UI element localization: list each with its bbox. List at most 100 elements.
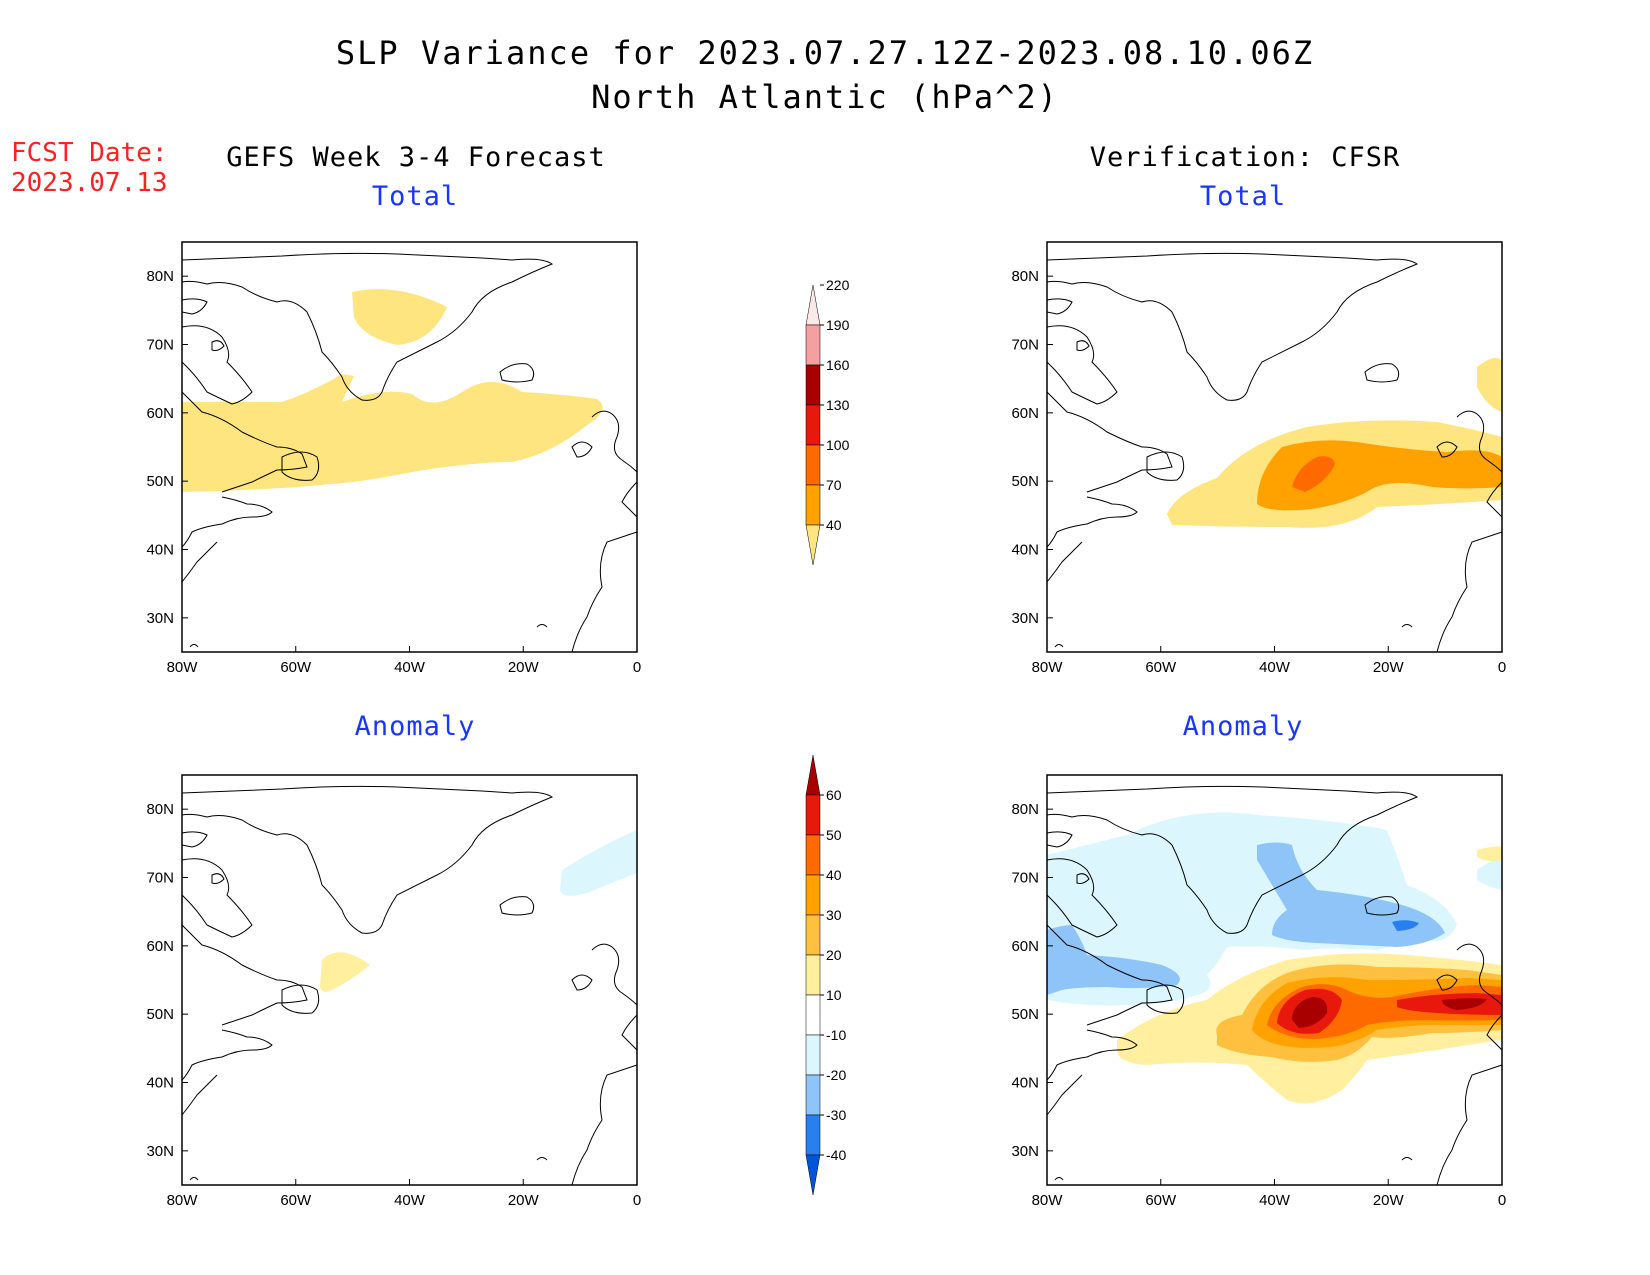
lat-tick-label: 40N bbox=[1011, 1075, 1039, 1092]
coastline-layer bbox=[1046, 252, 1503, 653]
coastline bbox=[181, 252, 554, 401]
lat-tick-label: 80N bbox=[146, 268, 174, 285]
colorbar-label: 50 bbox=[826, 827, 842, 843]
coastline bbox=[1486, 481, 1503, 518]
coastline bbox=[1046, 325, 1118, 405]
coastline bbox=[1146, 984, 1185, 1014]
verification-column-title: Verification: CFSR bbox=[1089, 142, 1401, 173]
lon-tick-label: 20W bbox=[508, 659, 540, 676]
colorbar-anomaly: -40 -30 -20 -10 10 20 30 40 50 60 bbox=[805, 754, 846, 1196]
lon-tick-label: 20W bbox=[1373, 1192, 1405, 1209]
colorbar-swatch bbox=[805, 874, 821, 916]
coastline bbox=[181, 858, 253, 938]
lat-tick-label: 40N bbox=[146, 542, 174, 559]
coastline bbox=[1456, 943, 1503, 1006]
coastline bbox=[571, 1064, 638, 1186]
coastline bbox=[621, 481, 638, 518]
colorbar-label: 220 bbox=[826, 277, 850, 293]
panel-title-fcst-anomaly: Anomaly bbox=[354, 711, 476, 742]
lat-tick-label: 60N bbox=[1011, 405, 1039, 422]
lat-tick-label: 60N bbox=[1011, 938, 1039, 955]
lat-tick-label: 80N bbox=[1011, 268, 1039, 285]
lon-tick-label: 80W bbox=[167, 1192, 199, 1209]
coastline bbox=[571, 974, 593, 991]
lon-tick-label: 0 bbox=[1498, 1192, 1506, 1209]
coastline bbox=[1401, 624, 1413, 628]
coastline bbox=[591, 410, 638, 473]
colorbar-label: 100 bbox=[826, 437, 850, 453]
coastline bbox=[181, 924, 308, 1026]
coastline bbox=[536, 624, 548, 628]
map-panel-forecast-total: 80W 60W 40W 20W 0 80N 70N 60N 50N 40N 30N bbox=[146, 241, 641, 676]
coastline bbox=[621, 1014, 638, 1051]
map-panel-forecast-anomaly: 80W 60W 40W 20W 0 80N 70N 60N 50N 40N 30N bbox=[146, 774, 641, 1209]
lat-tick-label: 80N bbox=[1011, 801, 1039, 818]
contour-fill-neg10 bbox=[1047, 812, 1457, 1006]
colorbar-swatch bbox=[805, 324, 821, 366]
coastline bbox=[1456, 410, 1503, 473]
contour-fill-neg20 bbox=[1047, 925, 1180, 995]
coastline bbox=[499, 896, 535, 916]
contour-fill-neg10 bbox=[560, 830, 637, 896]
colorbar-label: 60 bbox=[826, 787, 842, 803]
lat-tick-label: 40N bbox=[146, 1075, 174, 1092]
colorbar-label: 70 bbox=[826, 477, 842, 493]
lat-tick-label: 30N bbox=[1011, 610, 1039, 627]
lon-tick-label: 60W bbox=[1145, 1192, 1177, 1209]
lon-tick-label: 60W bbox=[1145, 659, 1177, 676]
coastline bbox=[1046, 541, 1083, 583]
contour-fill-10 bbox=[320, 952, 370, 992]
colorbar-swatch bbox=[805, 1154, 821, 1196]
contour-fill-10 bbox=[1477, 846, 1502, 861]
lat-tick-label: 70N bbox=[146, 337, 174, 354]
colorbar-swatch bbox=[805, 524, 821, 566]
shading-layer bbox=[1047, 812, 1502, 1104]
colorbar-label: 40 bbox=[826, 867, 842, 883]
figure-title: SLP Variance for 2023.07.27.12Z-2023.08.… bbox=[335, 34, 1315, 72]
coastline bbox=[1076, 340, 1090, 351]
lat-tick-label: 60N bbox=[146, 405, 174, 422]
lon-tick-label: 20W bbox=[1373, 659, 1405, 676]
coastline bbox=[591, 943, 638, 1006]
colorbar-swatch bbox=[805, 444, 821, 486]
coastline bbox=[1436, 441, 1458, 458]
colorbar-swatch bbox=[805, 1034, 821, 1076]
lon-tick-label: 80W bbox=[167, 659, 199, 676]
coastline bbox=[1046, 298, 1073, 315]
lon-tick-label: 0 bbox=[633, 659, 641, 676]
colorbar-label: 130 bbox=[826, 397, 850, 413]
coastline bbox=[1046, 858, 1118, 938]
colorbar-total: 40 70 100 130 160 190 220 bbox=[805, 277, 850, 566]
coastline-layer bbox=[1046, 785, 1503, 1186]
lat-tick-label: 30N bbox=[146, 610, 174, 627]
coastline bbox=[1436, 974, 1458, 991]
coastline-layer bbox=[181, 785, 638, 1186]
coastline bbox=[1046, 924, 1173, 1026]
coastline bbox=[189, 644, 199, 648]
map-panel-verification-anomaly: 80W 60W 40W 20W 0 80N 70N 60N 50N 40N 30N bbox=[1011, 774, 1506, 1209]
colorbar-label: -40 bbox=[826, 1147, 846, 1163]
coastline bbox=[181, 785, 554, 934]
colorbar-swatch bbox=[805, 1114, 821, 1156]
coastline bbox=[211, 873, 225, 884]
fcst-date-value: 2023.07.13 bbox=[11, 168, 168, 198]
lon-tick-label: 0 bbox=[1498, 659, 1506, 676]
colorbar-swatch bbox=[805, 834, 821, 876]
panel-title-verif-total: Total bbox=[1199, 181, 1287, 212]
coastline bbox=[211, 340, 225, 351]
lon-tick-label: 60W bbox=[280, 659, 312, 676]
coastline bbox=[1046, 391, 1173, 493]
colorbar-label: 40 bbox=[826, 517, 842, 533]
colorbar-swatch bbox=[805, 1074, 821, 1116]
colorbar-label: 10 bbox=[826, 987, 842, 1003]
lat-tick-label: 30N bbox=[146, 1143, 174, 1160]
coastline bbox=[536, 1157, 548, 1161]
contour-fill-100 bbox=[1292, 456, 1335, 492]
contour-fill-60 bbox=[1292, 997, 1328, 1028]
lon-tick-label: 80W bbox=[1032, 1192, 1064, 1209]
lon-tick-label: 40W bbox=[1259, 1192, 1291, 1209]
colorbar-label: 20 bbox=[826, 947, 842, 963]
coastline bbox=[1146, 451, 1185, 481]
coastline bbox=[1486, 1014, 1503, 1051]
coastline-layer bbox=[181, 252, 638, 653]
